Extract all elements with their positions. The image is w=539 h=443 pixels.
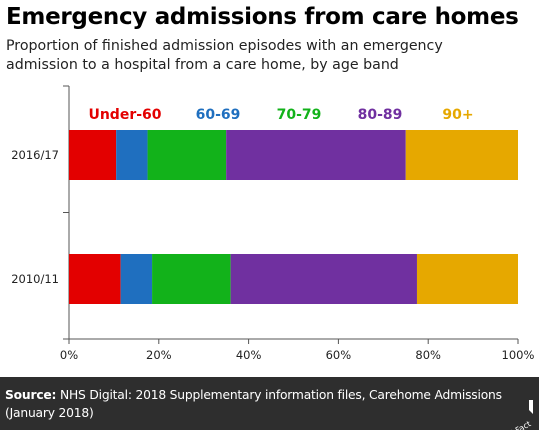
- legend-label: 90+: [442, 107, 473, 123]
- source-label: Source:: [5, 388, 57, 402]
- legend-label: 80-89: [358, 107, 403, 123]
- source-note: Source: NHS Digital: 2018 Supplementary …: [5, 386, 505, 422]
- bar-segment-80-89: [230, 254, 417, 304]
- bar-segment-80-89: [226, 130, 406, 180]
- stacked-bar-chart: 0% 20% 40% 60% 80% 100% 2016/17 2010/11 Under-60…: [11, 85, 535, 362]
- footer: Source: NHS Digital: 2018 Supplementary …: [0, 377, 539, 443]
- bar-segment-60-69: [120, 254, 153, 304]
- full-fact-logo-icon: [529, 400, 533, 414]
- x-tick-label: 20%: [146, 348, 172, 362]
- source-text: NHS Digital: 2018 Supplementary informat…: [5, 388, 502, 420]
- x-tick-label: 100%: [502, 348, 535, 362]
- x-tick-label: 40%: [236, 348, 262, 362]
- legend-label: Under-60: [88, 107, 161, 123]
- subtitle-line-1: Proportion of finished admission episode…: [6, 38, 443, 54]
- bar-segment-90-: [405, 130, 518, 180]
- bar-segment-70-79: [147, 130, 227, 180]
- chart-title: Emergency admissions from care homes: [6, 4, 519, 30]
- x-tick-label: 80%: [415, 348, 441, 362]
- bar-segment-under-60: [69, 130, 117, 180]
- bar-segment-60-69: [116, 130, 148, 180]
- bar-segment-70-79: [152, 254, 231, 304]
- bar-segment-under-60: [69, 254, 121, 304]
- chart-subtitle: Proportion of finished admission episode…: [6, 37, 531, 75]
- bar-segment-90-: [416, 254, 518, 304]
- legend-label: 60-69: [196, 107, 241, 123]
- x-tick-label: 0%: [60, 348, 78, 362]
- category-label: 2016/17: [11, 148, 59, 162]
- subtitle-line-2: admission to a hospital from a care home…: [6, 57, 399, 73]
- category-label: 2010/11: [11, 272, 59, 286]
- legend-label: 70-79: [277, 107, 322, 123]
- x-tick-label: 60%: [326, 348, 352, 362]
